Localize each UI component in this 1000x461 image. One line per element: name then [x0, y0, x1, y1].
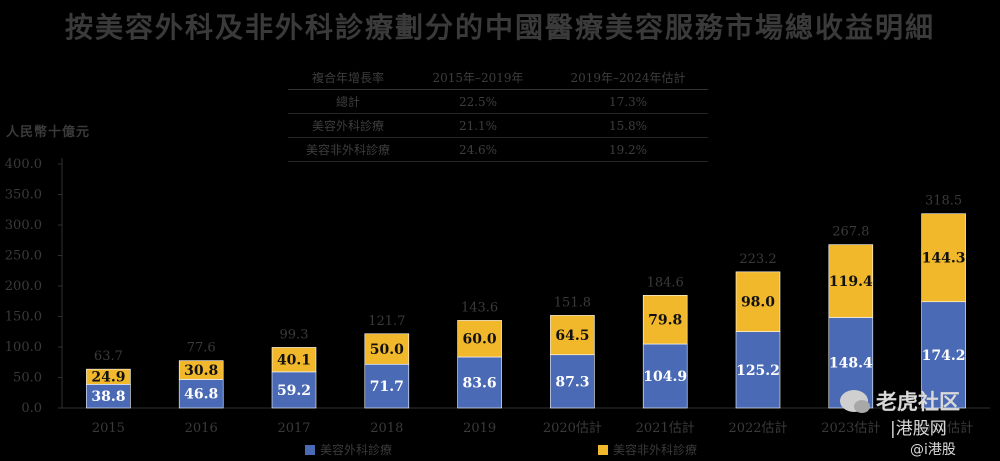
x-tick-label: 2016	[185, 421, 218, 436]
x-tick-label: 2020估計	[543, 420, 602, 436]
cagr-table: 複合年增長率 2015年–2019年 2019年–2024年估計 總計 22.5…	[288, 66, 708, 162]
y-tick-label: 50.0	[13, 371, 42, 386]
cagr-cell: 21.1%	[458, 118, 498, 133]
bar-non-surgical	[271, 347, 317, 373]
data-label-non-surgical: 119.4	[829, 274, 873, 290]
cagr-cell: 美容非外科診療	[305, 143, 390, 157]
data-label-non-surgical: 50.0	[370, 342, 404, 358]
bar-surgical	[457, 356, 502, 409]
legend-swatch-non-surgical	[598, 444, 608, 455]
cagr-cell: 美容外科診療	[311, 119, 384, 133]
data-label-non-surgical: 144.3	[922, 251, 966, 267]
data-label-non-surgical: 60.0	[463, 332, 497, 348]
data-label-surgical: 125.2	[736, 363, 780, 379]
chart-title: 按美容外科及非外科診療劃分的中國醫療美容服務市場總收益明細	[64, 11, 935, 44]
cagr-row-total: 總計 22.5% 17.3%	[288, 90, 708, 114]
y-tick-label: 350.0	[5, 188, 42, 203]
bar-surgical	[271, 371, 317, 409]
bar-non-surgical	[457, 320, 502, 358]
data-label-total: 184.6	[647, 275, 684, 290]
data-label-total: 267.8	[832, 225, 869, 240]
bar-non-surgical	[178, 360, 224, 380]
data-label-non-surgical: 98.0	[741, 295, 775, 311]
data-label-non-surgical: 40.1	[277, 353, 311, 369]
legend-label-non-surgical: 美容非外科診療	[613, 443, 698, 457]
data-label-total: 151.8	[554, 295, 591, 310]
legend-non-surgical: 美容非外科診療	[598, 441, 697, 458]
y-tick-label: 300.0	[5, 218, 42, 233]
data-label-total: 318.5	[925, 194, 962, 209]
bar-non-surgical	[364, 333, 410, 365]
legend-swatch-surgical	[305, 444, 315, 455]
bar-surgical	[178, 379, 224, 409]
bar-surgical	[550, 354, 595, 409]
y-tick-label: 250.0	[5, 249, 42, 264]
data-label-surgical: 174.2	[922, 348, 966, 364]
bar-non-surgical	[550, 315, 595, 356]
bar-non-surgical	[642, 295, 688, 345]
y-axis-unit-label: 人民幣十億元	[6, 125, 91, 140]
cagr-cell: 17.3%	[608, 94, 648, 109]
cagr-header: 複合年增長率	[311, 71, 384, 85]
bar-surgical	[364, 363, 410, 409]
cagr-header-row: 複合年增長率 2015年–2019年 2019年–2024年估計	[288, 66, 708, 90]
data-label-non-surgical: 30.8	[184, 363, 218, 379]
data-label-surgical: 59.2	[277, 383, 311, 399]
cagr-header: 2019年–2024年估計	[570, 71, 686, 85]
cagr-cell: 15.8%	[608, 118, 648, 133]
legend-label-surgical: 美容外科診療	[320, 443, 393, 457]
x-tick-label: 2018	[370, 421, 403, 436]
bar-non-surgical	[921, 213, 966, 303]
cagr-cell: 24.6%	[458, 142, 498, 157]
x-tick-label: 2017	[277, 421, 310, 436]
watermark-text: 老虎社区	[876, 390, 960, 414]
data-label-surgical: 87.3	[555, 374, 589, 390]
legend-surgical: 美容外科診療	[305, 441, 392, 458]
x-tick-label: 2021估計	[636, 420, 695, 436]
watermark-sub2: @i港股	[910, 442, 956, 458]
y-tick-label: 400.0	[5, 157, 42, 172]
x-tick-label: 2023估計	[821, 420, 880, 436]
data-label-total: 63.7	[94, 349, 123, 364]
data-label-total: 143.6	[461, 300, 498, 315]
data-label-non-surgical: 24.9	[91, 370, 125, 386]
data-label-total: 99.3	[280, 327, 309, 342]
bar-surgical	[735, 331, 781, 409]
data-label-surgical: 71.7	[370, 379, 404, 395]
data-label-surgical: 148.4	[829, 356, 873, 372]
chat-bubble-icon	[840, 390, 870, 413]
bar-surgical	[642, 343, 688, 409]
y-tick-label: 0.0	[21, 401, 42, 416]
data-label-total: 223.2	[739, 252, 776, 267]
data-label-surgical: 104.9	[643, 369, 687, 385]
x-tick-label: 2024估計	[914, 420, 973, 436]
data-label-surgical: 46.8	[184, 387, 218, 403]
data-label-total: 77.6	[187, 341, 216, 356]
x-tick-label: 2015	[92, 421, 125, 436]
y-tick-label: 150.0	[5, 310, 42, 325]
data-label-surgical: 38.8	[91, 389, 125, 405]
cagr-header: 2015年–2019年	[432, 71, 524, 85]
watermark-sub: |港股网	[890, 419, 947, 439]
x-tick-label: 2019	[463, 421, 496, 436]
bar-non-surgical	[735, 271, 781, 332]
bar-non-surgical	[86, 368, 131, 385]
data-label-non-surgical: 64.5	[555, 328, 589, 344]
data-label-surgical: 83.6	[463, 376, 497, 392]
cagr-cell: 22.5%	[458, 94, 498, 109]
y-tick-label: 100.0	[5, 340, 42, 355]
x-tick-label: 2022估計	[728, 420, 787, 436]
y-tick-label: 200.0	[5, 279, 42, 294]
watermark: 老虎社区 |港股网 @i港股	[840, 386, 998, 459]
cagr-row-surgical: 美容外科診療 21.1% 15.8%	[288, 114, 708, 138]
cagr-cell: 總計	[335, 95, 360, 109]
cagr-row-non-surgical: 美容非外科診療 24.6% 19.2%	[288, 138, 708, 162]
cagr-cell: 19.2%	[608, 142, 648, 157]
data-label-non-surgical: 79.8	[648, 313, 682, 329]
data-label-total: 121.7	[368, 314, 405, 329]
watermark-main: 老虎社区	[840, 386, 998, 416]
bar-non-surgical	[828, 244, 874, 318]
